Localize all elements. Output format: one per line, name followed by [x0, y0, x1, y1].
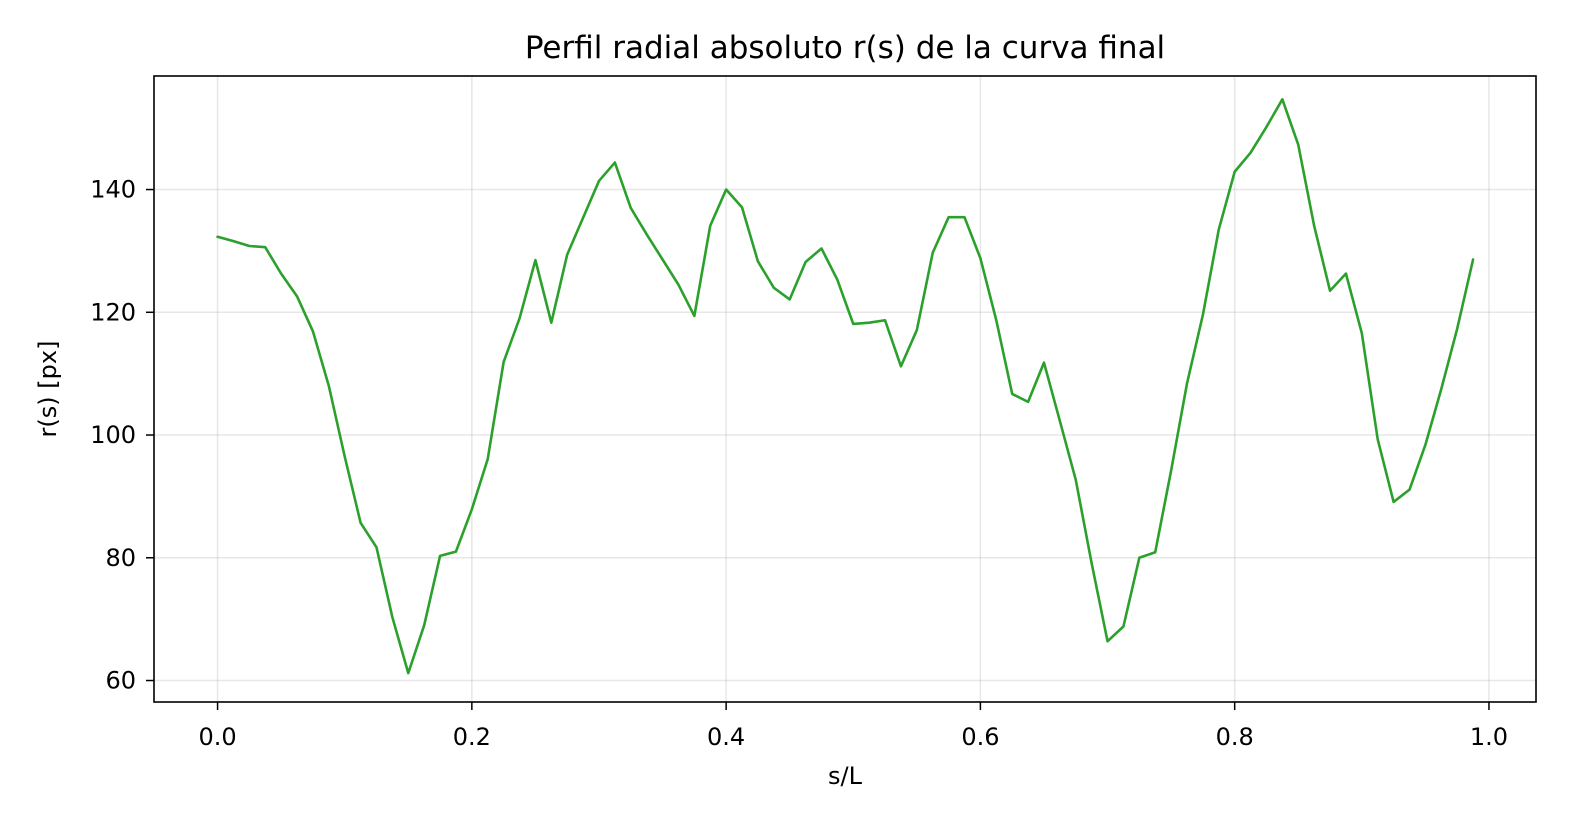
y-tick-label: 80: [105, 544, 136, 572]
x-tick-label: 0.8: [1216, 723, 1254, 751]
y-tick-label: 140: [90, 176, 136, 204]
y-axis-ticks: 60 80 100 120 140: [90, 176, 154, 695]
x-tick-label: 0.0: [198, 723, 236, 751]
x-tick-label: 0.4: [707, 723, 745, 751]
x-tick-label: 0.6: [961, 723, 999, 751]
x-axis-label: s/L: [828, 762, 863, 790]
y-tick-label: 60: [105, 667, 136, 695]
y-axis-label: r(s) [px]: [34, 341, 62, 438]
series-layer: [216, 98, 1475, 675]
series-line: [216, 98, 1475, 675]
y-gridlines: [154, 188, 1536, 682]
x-tick-label: 0.2: [453, 723, 491, 751]
chart-title: Perfil radial absoluto r(s) de la curva …: [525, 30, 1165, 66]
x-axis-ticks: 0.0 0.2 0.4 0.6 0.8 1.0: [198, 702, 1508, 751]
plot-frame: [153, 75, 1537, 703]
y-tick-label: 120: [90, 298, 136, 326]
x-tick-label: 1.0: [1470, 723, 1508, 751]
y-tick-label: 100: [90, 421, 136, 449]
x-gridlines: [216, 76, 1490, 702]
